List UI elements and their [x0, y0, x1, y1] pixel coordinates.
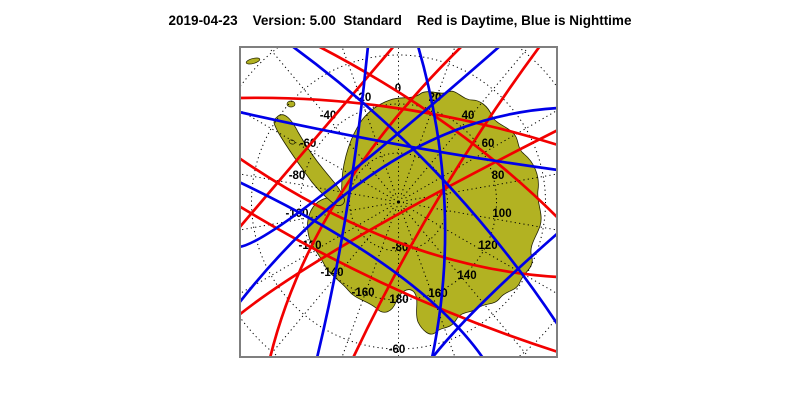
longitude-label: 180 [389, 294, 408, 306]
longitude-label: -80 [289, 170, 306, 182]
plot-border [239, 46, 558, 358]
daytime-track [239, 46, 396, 229]
daytime-track [239, 156, 558, 279]
nighttime-track [239, 46, 501, 249]
nighttime-track [239, 180, 485, 358]
antarctica-track-map: 020406080100120140160180-160-140-120-100… [239, 46, 558, 358]
longitude-label: 120 [478, 240, 497, 252]
longitude-label: 160 [428, 288, 447, 300]
daytime-track [239, 204, 558, 354]
polar-map-plot: 0 20 40 60 80 100 120 140 160 180 -160 -140 -120 -100… [239, 46, 558, 358]
plot-title: 2019-04-23 Version: 5.00 Standard Red is… [168, 13, 632, 28]
nighttime-track [239, 106, 558, 304]
longitude-label: 80 [492, 170, 505, 182]
longitude-label: -140 [320, 267, 343, 279]
longitude-label: 100 [492, 208, 511, 220]
nighttime-track [239, 110, 558, 172]
daytime-track [351, 46, 542, 358]
nighttime-track [416, 46, 447, 358]
daytime-track [239, 96, 558, 147]
longitude-label: 60 [482, 138, 495, 150]
nighttime-track [291, 46, 558, 326]
longitude-label: 0 [395, 83, 401, 95]
latitude-label: -60 [389, 344, 406, 356]
nighttime-track [430, 231, 558, 358]
longitude-label: -160 [351, 287, 374, 299]
nighttime-track [315, 46, 370, 358]
daytime-track [317, 46, 558, 219]
longitude-label: 140 [457, 270, 476, 282]
